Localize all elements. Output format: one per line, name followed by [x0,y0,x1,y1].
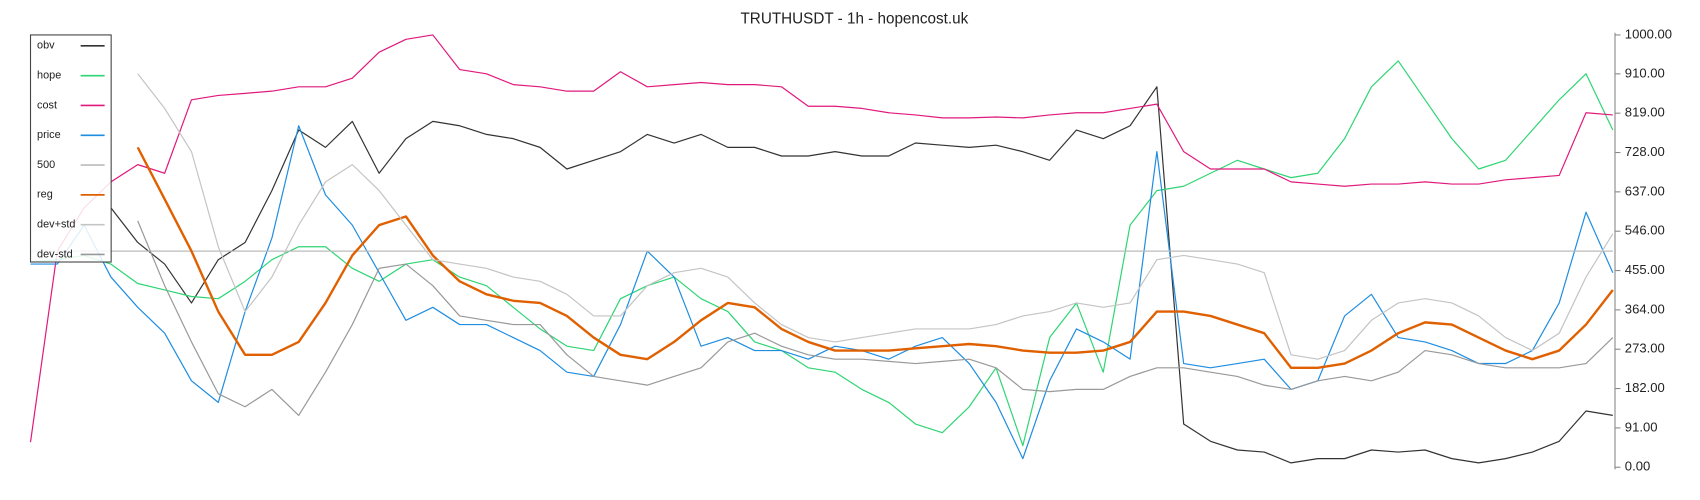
y-tick-label: 546.00 [1625,223,1665,238]
chart-title: TRUTHUSDT - 1h - hopencost.uk [740,11,968,28]
legend-label: hope [37,70,61,82]
y-tick-label: 182.00 [1625,380,1665,395]
series-line [137,220,1614,416]
series-line [29,34,1613,443]
series-line [136,146,1614,369]
legend-label: reg [37,189,53,201]
legend-label: cost [37,99,57,111]
y-tick-label: 910.00 [1625,65,1665,80]
legend-label: price [37,129,61,141]
legend-label: obv [37,40,55,52]
y-tick-label: 728.00 [1625,144,1665,159]
legend-label: dev-std [37,248,73,260]
legend: obv hope cost price 500 reg dev+std dev-std [29,34,112,263]
series-line [30,125,1614,460]
series-line [137,73,1614,360]
legend-label: 500 [37,159,55,171]
series-line [110,86,1613,464]
y-tick-label: 819.00 [1625,105,1665,120]
y-tick-label: 1000.00 [1625,26,1672,41]
y-tick-label: 273.00 [1625,341,1665,356]
legend-label: dev+std [37,219,75,231]
y-tick-label: 455.00 [1625,262,1665,277]
series-line [30,60,1614,447]
y-tick-label: 91.00 [1625,419,1658,434]
y-tick-label: 637.00 [1625,183,1665,198]
y-tick-label: 0.00 [1625,459,1650,474]
y-tick-label: 364.00 [1625,301,1665,316]
